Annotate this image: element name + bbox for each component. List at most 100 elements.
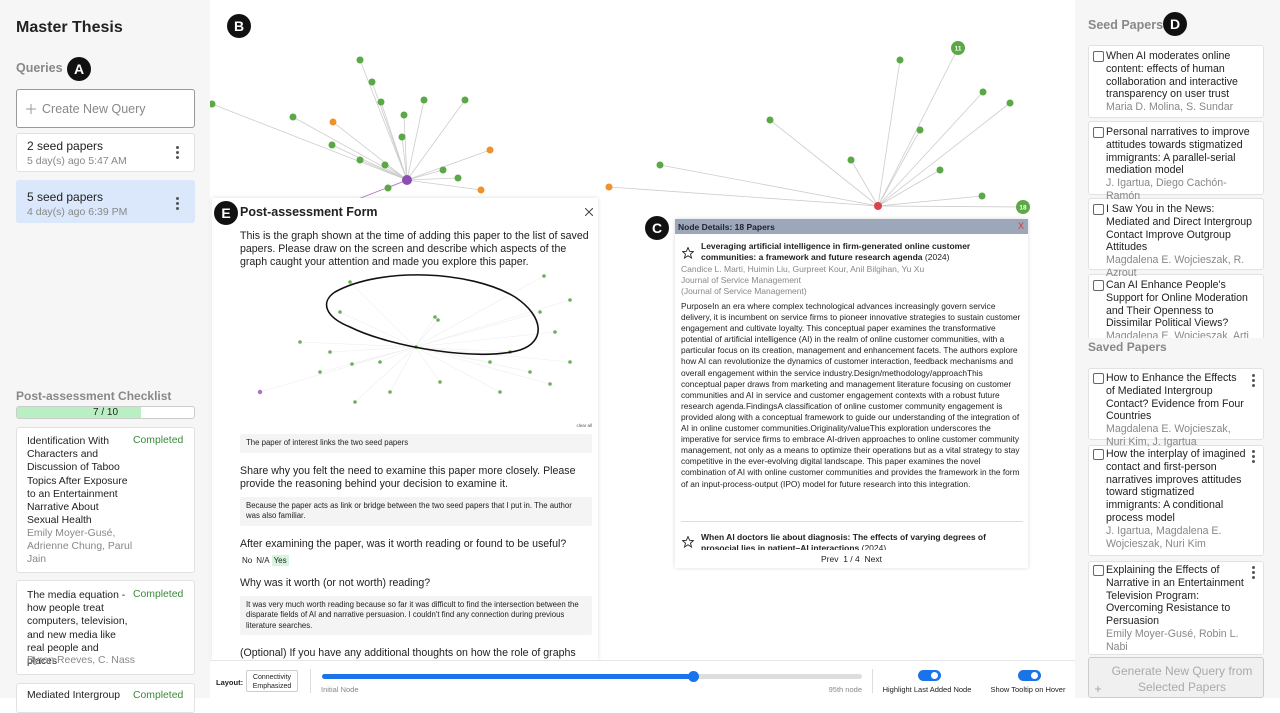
checkbox[interactable] xyxy=(1093,280,1104,291)
graph-node xyxy=(328,141,336,149)
option[interactable]: N/A xyxy=(256,555,270,565)
graph-node xyxy=(1006,99,1014,107)
progress-fill xyxy=(17,407,141,418)
graph-node xyxy=(356,156,364,164)
query-card[interactable]: 5 seed papers 4 day(s) ago 6:39 PM xyxy=(16,180,195,223)
graph-node xyxy=(289,113,297,121)
question: (Optional) If you have any additional th… xyxy=(240,647,576,659)
menu-icon[interactable] xyxy=(176,197,179,212)
menu-icon[interactable] xyxy=(1252,374,1255,389)
sketch-node xyxy=(257,389,263,395)
close-button[interactable]: X xyxy=(1018,221,1025,231)
menu-icon[interactable] xyxy=(1252,450,1255,465)
edge xyxy=(877,205,1024,208)
edge xyxy=(359,59,408,181)
paper-authors: Magdalena E. Wojcieszak, R. Azrout xyxy=(1106,254,1245,279)
plus-icon xyxy=(1095,684,1101,694)
checkbox[interactable] xyxy=(1093,565,1104,576)
graph-node xyxy=(477,186,485,194)
star-icon[interactable] xyxy=(682,247,694,259)
item-title: The media equation - how people treat co… xyxy=(27,590,128,668)
graph-node xyxy=(874,202,882,210)
next-button[interactable]: Next xyxy=(864,554,882,564)
generate-label: Generate New Query from Selected Papers xyxy=(1111,664,1253,694)
sketch-edge xyxy=(414,331,556,348)
checkbox[interactable] xyxy=(1093,449,1104,460)
paper-title: When AI moderates online content: effect… xyxy=(1106,50,1238,101)
graph-node xyxy=(210,100,216,108)
graph-node xyxy=(400,111,408,119)
paper-title: Can AI Enhance People's Support for Onli… xyxy=(1106,279,1248,330)
sketch-edge xyxy=(414,346,511,353)
menu-icon[interactable] xyxy=(1252,566,1255,581)
star-icon[interactable] xyxy=(682,536,694,548)
paper-text: Personal narratives to improve attitudes… xyxy=(1106,126,1256,203)
graph-canvas[interactable]: 11 18 xyxy=(210,0,1075,660)
paper-text: How to Enhance the Effects of Mediated I… xyxy=(1106,372,1248,449)
checkbox[interactable] xyxy=(1093,51,1104,62)
app: Master Thesis Queries A Create New Query… xyxy=(16,0,1264,713)
checkbox[interactable] xyxy=(1093,127,1104,138)
option-selected[interactable]: Yes xyxy=(271,554,289,566)
page-indicator: 1 / 4 xyxy=(843,554,860,564)
prev-button[interactable]: Prev xyxy=(821,554,839,564)
graph-node xyxy=(402,175,412,185)
checklist-item[interactable]: Mediated Intergroup Completed xyxy=(16,683,195,713)
queries-label: Queries xyxy=(16,61,63,75)
graph-node xyxy=(936,166,944,174)
answer[interactable]: Because the paper acts as link or bridge… xyxy=(240,496,592,526)
toggle[interactable] xyxy=(1018,670,1041,681)
answer[interactable]: The paper of interest links the two seed… xyxy=(240,434,592,453)
paper-card[interactable] xyxy=(1088,561,1264,655)
node-details-panel: Node Details: 18 Papers X Leveraging art… xyxy=(675,219,1028,568)
option[interactable]: No xyxy=(242,555,253,565)
layout-select[interactable]: Connectivity Emphasized xyxy=(246,670,298,692)
checklist-item[interactable]: Identification With Characters and Discu… xyxy=(16,427,195,573)
toggle-knob xyxy=(1031,672,1038,679)
checklist-item[interactable]: The media equation - how people treat co… xyxy=(16,580,195,675)
question: Why was it worth (or not worth) reading? xyxy=(240,576,431,589)
paper-card[interactable] xyxy=(1088,368,1264,440)
graph-node xyxy=(656,161,664,169)
paper-title-line[interactable]: Leveraging artificial intelligence in fi… xyxy=(701,241,1001,262)
progress-label: 7 / 10 xyxy=(92,407,119,418)
sketch-edge xyxy=(414,299,571,348)
edge xyxy=(406,177,459,181)
query-time: 4 day(s) ago 6:39 PM xyxy=(27,206,128,218)
item-status: Completed xyxy=(133,589,184,600)
paper-authors: Magdalena E. Wojcieszak, Arti xyxy=(1106,330,1249,338)
slider-start: Initial Node xyxy=(321,685,359,694)
sketch-node xyxy=(318,370,322,374)
sketch-node xyxy=(568,298,572,302)
graph-node xyxy=(896,56,904,64)
graph-node xyxy=(356,56,364,64)
graph-node xyxy=(381,161,389,169)
paper-title-line[interactable]: When AI doctors lie about diagnosis: The… xyxy=(701,532,1001,550)
answer[interactable]: It was very much worth reading because s… xyxy=(240,595,592,635)
paper-card[interactable] xyxy=(1088,121,1264,195)
paper-card[interactable] xyxy=(1088,274,1264,338)
paper-card[interactable] xyxy=(1088,198,1264,270)
paper-card[interactable] xyxy=(1088,445,1264,556)
graph-node xyxy=(329,118,337,126)
checkbox[interactable] xyxy=(1093,373,1104,384)
checkbox[interactable] xyxy=(1093,204,1104,215)
graph-node xyxy=(420,96,428,104)
saved-graph-sketch[interactable]: clear all xyxy=(240,272,596,432)
close-icon[interactable] xyxy=(585,208,593,216)
paper-title: Personal narratives to improve attitudes… xyxy=(1106,126,1250,177)
paper-text: I Saw You in the News: Mediated and Dire… xyxy=(1106,203,1256,280)
create-query-button[interactable]: Create New Query xyxy=(16,89,195,128)
item-authors: Byron Reeves, C. Nass xyxy=(27,655,135,666)
slider-track[interactable] xyxy=(322,671,862,682)
slider-knob[interactable] xyxy=(688,671,699,682)
toggle[interactable] xyxy=(918,670,941,681)
query-card[interactable]: 2 seed papers 5 day(s) ago 5:47 AM xyxy=(16,133,195,172)
toggle-knob xyxy=(931,672,938,679)
paper-card[interactable] xyxy=(1088,45,1264,118)
menu-icon[interactable] xyxy=(176,146,179,161)
paper-title: I Saw You in the News: Mediated and Dire… xyxy=(1106,203,1253,254)
edge xyxy=(769,119,879,207)
edge xyxy=(406,99,425,181)
generate-query-button[interactable]: Generate New Query from Selected Papers xyxy=(1088,657,1264,698)
